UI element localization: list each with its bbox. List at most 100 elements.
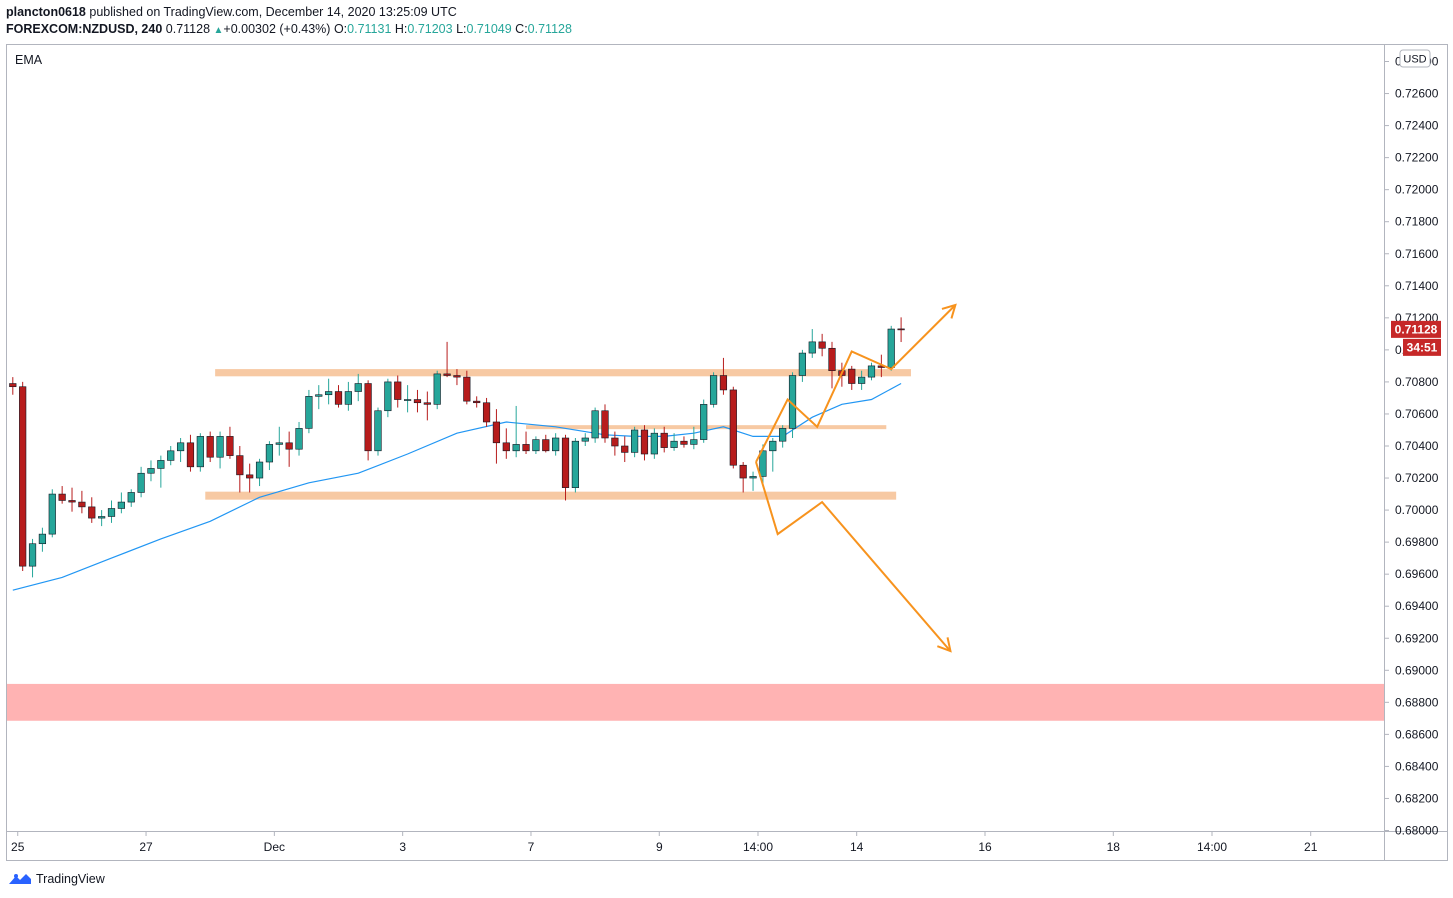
price-tick-label: 0.72400 [1395, 119, 1439, 133]
candle-body [265, 444, 274, 463]
candle-body [492, 421, 501, 444]
candle [522, 431, 530, 455]
tradingview-logo-icon [9, 874, 31, 884]
indicator-label[interactable]: EMA [15, 53, 43, 67]
candle [423, 391, 431, 421]
symbol-name[interactable]: FOREXCOM:NZDUSD, 240 [6, 22, 163, 36]
candle-body [275, 442, 283, 445]
candle-body [561, 437, 570, 488]
candle-body [137, 472, 145, 493]
open-label: O: [333, 22, 348, 36]
close-label: C: [515, 22, 528, 36]
price-tick-label: 0.68600 [1395, 727, 1439, 741]
candles-layer [9, 317, 905, 578]
candle-body [107, 508, 116, 517]
candle-body [236, 455, 244, 476]
candle-body [413, 399, 422, 404]
price-tick-label: 0.70000 [1395, 503, 1439, 517]
candle [532, 436, 540, 455]
candle-body [729, 389, 737, 466]
publisher-name[interactable]: plancton0618 [6, 5, 86, 19]
countdown-tag: 34:51 [1403, 338, 1441, 356]
candle-body [611, 437, 619, 447]
candle [127, 489, 135, 507]
price-tick-label: 0.71400 [1395, 279, 1439, 293]
candle [78, 490, 86, 514]
candle-body [552, 437, 560, 452]
candle-body [542, 439, 550, 452]
price-axis[interactable]: 0.68000 0.68200 0.68400 0.68600 0.68800 0.690… [1384, 55, 1439, 838]
price-tick-label: 0.68000 [1395, 824, 1439, 838]
candle [759, 444, 767, 485]
candle [68, 487, 76, 512]
candle-body [818, 341, 826, 349]
candle [295, 421, 303, 456]
candle-body [512, 444, 520, 452]
candle [453, 369, 461, 386]
price-tick-label: 0.70400 [1395, 439, 1439, 453]
candle-body [887, 328, 895, 368]
close-value: 0.71128 [527, 22, 572, 36]
candle-body [9, 383, 17, 388]
ema-layer [12, 382, 902, 591]
candle [157, 455, 165, 488]
candle-body [640, 429, 649, 455]
time-tick-label: 7 [528, 840, 535, 854]
candle [591, 407, 599, 443]
candle-body [38, 533, 47, 545]
pane-border [6, 44, 1448, 861]
price-tick-label: 0.70200 [1395, 471, 1439, 485]
candle-body [315, 394, 323, 397]
candle [374, 407, 382, 456]
candle-body [403, 399, 412, 401]
candle [334, 385, 343, 408]
candle [561, 434, 570, 501]
open-value: 0.71131 [347, 22, 392, 36]
candle-body [719, 375, 728, 391]
candle [818, 333, 826, 357]
candle [98, 510, 106, 527]
price-tick-label: 0.69600 [1395, 567, 1439, 581]
candle [798, 349, 806, 382]
candle-body [848, 368, 856, 384]
countdown-value: 34:51 [1407, 340, 1438, 354]
candle [729, 386, 737, 469]
candle [463, 370, 471, 405]
bearish-path [755, 461, 952, 652]
candle [196, 433, 204, 472]
price-tick-label: 0.72200 [1395, 151, 1439, 165]
price-tick-label: 0.69200 [1395, 631, 1439, 645]
candle [48, 489, 56, 538]
candle [650, 428, 658, 459]
candle [354, 373, 362, 402]
currency-badge[interactable]: USD [1399, 49, 1431, 68]
candle [512, 405, 520, 458]
time-tick-label: 21 [1304, 840, 1318, 854]
candle [206, 431, 214, 463]
candle-body [354, 383, 362, 392]
candle-body [58, 493, 66, 501]
candle [413, 389, 422, 413]
candle [848, 365, 856, 390]
candle-body [660, 432, 668, 448]
candle [58, 486, 66, 504]
candle [858, 370, 866, 390]
support-zone [205, 491, 897, 500]
candle-body [364, 383, 372, 452]
candle-body [157, 460, 165, 469]
candle-body [423, 402, 431, 405]
candle [315, 385, 323, 410]
symbol-legend: FOREXCOM:NZDUSD, 240 0.71128 ▲+0.00302 (… [6, 22, 572, 36]
tradingview-brand[interactable]: TradingView [8, 872, 105, 886]
candle [611, 431, 619, 456]
time-axis[interactable]: 25 27 Dec 3 7 9 14:00 14 16 18 14:00 21 [11, 831, 1318, 854]
candle [117, 492, 125, 514]
candle [749, 471, 757, 491]
candle [246, 463, 254, 493]
ema-line [12, 382, 902, 591]
candle-body [246, 474, 254, 479]
price-tick-label: 0.69000 [1395, 663, 1439, 677]
candle-body [897, 328, 905, 331]
candle-body [127, 492, 135, 503]
